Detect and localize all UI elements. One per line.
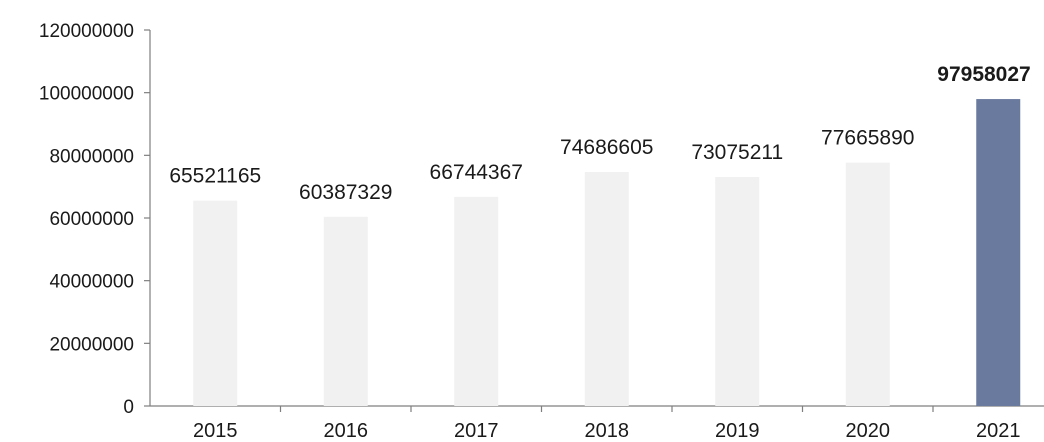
x-tick-label: 2015: [193, 420, 238, 442]
bar: [454, 196, 499, 406]
data-label: 73075211: [691, 141, 783, 164]
bar: [976, 99, 1021, 406]
y-tick-label: 20000000: [49, 334, 134, 355]
bar: [584, 171, 629, 406]
y-tick-label: 40000000: [49, 272, 134, 293]
bar: [845, 162, 890, 406]
data-label: 74686605: [560, 136, 653, 159]
data-label: 77665890: [821, 127, 914, 150]
bar: [193, 200, 238, 406]
x-axis: 2015 2016 2017 2018 2019 2020 2021: [150, 405, 1044, 442]
y-tick-label: 60000000: [49, 209, 134, 230]
bar: [323, 216, 368, 406]
x-tick-label: 2021: [976, 420, 1021, 442]
x-tick-label: 2020: [846, 420, 891, 442]
data-label: 97958027: [937, 63, 1030, 86]
bars: [193, 99, 1021, 406]
data-label: 60387329: [299, 181, 392, 204]
data-label: 66744367: [430, 161, 523, 184]
y-tick-label: 80000000: [49, 146, 134, 167]
x-tick-label: 2017: [454, 420, 499, 442]
bar: [715, 177, 760, 406]
x-tick-label: 2016: [324, 420, 369, 442]
y-axis: 0 20000000 40000000 60000000 80000000 1000000…: [39, 21, 151, 418]
y-tick-label: 120000000: [39, 21, 134, 42]
y-tick-label: 100000000: [39, 84, 134, 105]
x-tick-label: 2018: [585, 420, 630, 442]
x-tick-label: 2019: [715, 420, 760, 442]
data-labels: 65521165 60387329 66744367 74686605 73075211…: [169, 63, 1030, 204]
y-tick-label: 0: [123, 397, 134, 418]
data-label: 65521165: [169, 165, 261, 188]
